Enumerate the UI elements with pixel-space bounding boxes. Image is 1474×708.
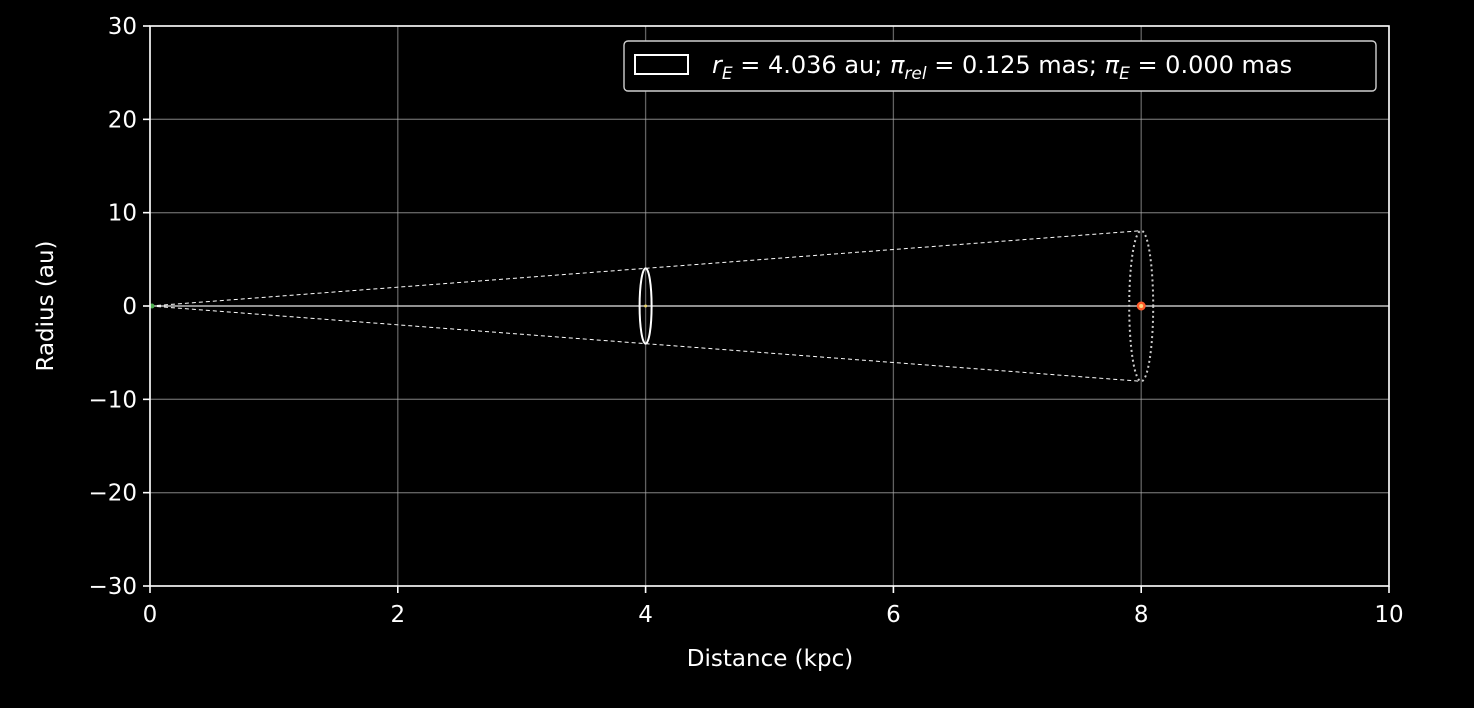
y-tick-label: 0: [122, 294, 137, 320]
y-tick-label: −20: [88, 481, 137, 507]
legend-piE-value: = 0.000 mas: [1130, 51, 1292, 79]
y-tick-label: −30: [88, 574, 137, 600]
y-tick-label: 30: [108, 14, 137, 40]
legend-label: rE = 4.036 au; πrel = 0.125 mas; πE = 0.…: [712, 51, 1292, 84]
source-star-core: [1139, 304, 1144, 308]
legend-swatch: [634, 54, 689, 75]
x-tick-label: 6: [886, 602, 901, 628]
legend-rE-value: = 4.036 au;: [733, 51, 890, 79]
x-tick-label: 10: [1374, 602, 1403, 628]
tick-marks: [143, 25, 1390, 593]
lens-point: [644, 304, 648, 308]
x-axis-label: Distance (kpc): [687, 646, 853, 672]
lens-einstein-ring: [638, 267, 653, 345]
legend-pirel-sub: rel: [904, 64, 926, 84]
x-tick-label: 0: [143, 602, 158, 628]
y-tick-label: −10: [88, 387, 137, 413]
x-tick-label: 4: [638, 602, 653, 628]
y-tick-label: 10: [108, 201, 137, 227]
legend-pirel-value: = 0.125 mas;: [927, 51, 1105, 79]
legend-pirel-symbol: π: [890, 51, 905, 79]
legend-frame: [623, 40, 1377, 92]
legend-rE-sub: E: [722, 64, 733, 84]
source-projected-ring: [1128, 229, 1155, 383]
legend-piE-symbol: π: [1105, 51, 1120, 79]
y-axis-label: Radius (au): [33, 240, 59, 371]
x-tick-label: 8: [1134, 602, 1149, 628]
legend: rE = 4.036 au; πrel = 0.125 mas; πE = 0.…: [623, 40, 1377, 92]
tick-labels: 0 2 4 6 8 10 30 20 10 0 −10 −20 −30: [88, 14, 1403, 628]
legend-piE-sub: E: [1119, 64, 1130, 84]
legend-rE-symbol: r: [712, 51, 724, 79]
y-tick-label: 20: [108, 107, 137, 133]
x-tick-label: 2: [390, 602, 405, 628]
